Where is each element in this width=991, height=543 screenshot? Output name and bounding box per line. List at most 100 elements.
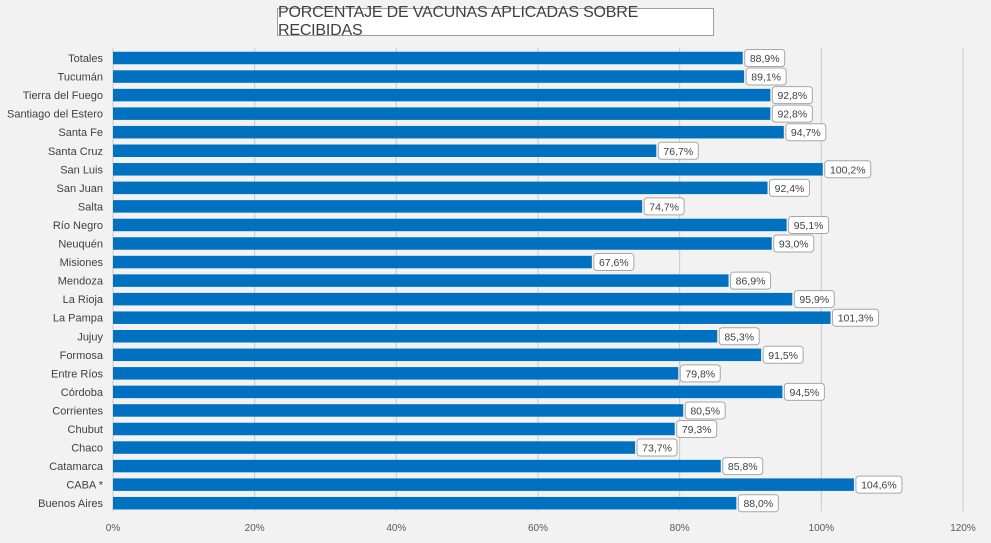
bars (113, 51, 854, 510)
bar (113, 70, 745, 83)
data-label-box (788, 215, 830, 234)
category-label: San Luis (60, 164, 103, 176)
x-tick-label: 80% (670, 523, 690, 534)
category-label: San Juan (57, 183, 103, 195)
data-label: 73,7% (642, 443, 672, 455)
category-label: Santa Cruz (48, 146, 103, 158)
data-label-box (832, 308, 880, 327)
data-label-box (773, 234, 815, 253)
data-label-box (745, 67, 787, 86)
data-label-box (793, 290, 835, 309)
bar (113, 330, 718, 343)
x-axis-tick-labels: 0% 20% 40% 60% 80% 100% 120% (106, 523, 976, 534)
bar (113, 218, 787, 232)
data-label: 85,3% (724, 331, 754, 343)
data-label-box (855, 475, 903, 494)
data-label: 67,6% (599, 257, 629, 269)
data-label-box (643, 197, 685, 216)
bar (113, 163, 823, 176)
bar (113, 422, 675, 436)
category-label: Córdoba (61, 387, 104, 399)
bar (113, 496, 737, 510)
category-label: CABA * (66, 480, 103, 492)
data-label: 88,9% (750, 53, 780, 65)
category-label: Totales (68, 53, 103, 65)
x-tick-label: 20% (245, 523, 265, 534)
x-tick-label: 120% (950, 523, 976, 534)
data-label: 76,7% (663, 146, 693, 158)
bar (113, 107, 771, 120)
data-label-box (785, 123, 827, 142)
data-label-box (684, 401, 726, 420)
category-label: Tierra del Fuego (23, 90, 103, 102)
x-tick-label: 100% (809, 523, 835, 534)
data-label: 100,2% (830, 164, 866, 176)
data-label-box (722, 457, 764, 476)
bar (113, 385, 783, 399)
bar (113, 200, 643, 213)
category-label: Corrientes (52, 405, 103, 417)
data-label: 92,8% (777, 90, 807, 102)
x-tick-label: 0% (106, 523, 121, 534)
category-label: Salta (78, 201, 104, 213)
category-label: Tucumán (58, 72, 103, 84)
category-label: Catamarca (49, 461, 104, 473)
bar (113, 404, 684, 417)
data-label: 101,3% (838, 313, 874, 325)
data-label: 89,1% (751, 72, 781, 84)
category-label: Formosa (60, 350, 104, 362)
bar (113, 181, 768, 195)
x-tick-label: 60% (528, 523, 548, 534)
bar (113, 311, 831, 324)
data-label-box (762, 345, 804, 364)
data-label-box (737, 494, 779, 513)
data-label: 85,8% (728, 461, 758, 473)
category-label: Río Negro (53, 220, 103, 232)
data-label: 95,9% (799, 294, 829, 306)
category-label: Santiago del Estero (7, 109, 103, 121)
data-label-box (783, 382, 825, 401)
category-label: Santa Fe (58, 127, 103, 139)
data-label: 79,3% (682, 424, 712, 436)
data-label-box (769, 178, 810, 197)
bar (113, 459, 721, 473)
data-label-box (744, 49, 786, 67)
data-label-box (676, 420, 718, 438)
category-label: Entre Ríos (51, 368, 103, 380)
category-label: La Pampa (53, 313, 104, 325)
bar (113, 237, 772, 250)
bar (113, 274, 729, 287)
data-label-box (771, 104, 813, 123)
data-label-box (771, 86, 813, 105)
data-label: 80,5% (690, 405, 720, 417)
data-label-box (593, 253, 635, 272)
category-label: Mendoza (58, 276, 104, 288)
data-label: 93,0% (779, 239, 809, 251)
value-labels: 88,9% 89,1% 92,8% 92,8% 94,7% 76,7% 100,2% 92,4… (593, 49, 903, 513)
bar (113, 292, 793, 306)
data-label: 104,6% (861, 480, 897, 492)
data-label-box (718, 327, 760, 346)
bar (113, 348, 762, 362)
category-label: Buenos Aires (38, 498, 103, 510)
data-label: 94,5% (789, 387, 819, 399)
x-tick-label: 40% (386, 523, 406, 534)
data-label: 88,0% (743, 498, 773, 510)
category-label: Jujuy (77, 331, 103, 343)
data-label-box (824, 160, 872, 179)
data-label: 95,1% (794, 220, 824, 232)
data-label: 92,4% (775, 183, 805, 195)
bar (113, 125, 784, 139)
data-label: 91,5% (768, 350, 798, 362)
data-label-box (679, 364, 721, 383)
chart-title: PORCENTAJE DE VACUNAS APLICADAS SOBRE RE… (277, 4, 714, 39)
bar (113, 255, 592, 269)
bar (113, 51, 743, 65)
data-label: 74,7% (649, 201, 679, 213)
category-label: Neuquén (58, 239, 103, 251)
category-labels: Totales Tucumán Tierra del Fuego Santiago d… (7, 53, 104, 510)
data-label: 79,8% (685, 368, 715, 380)
data-label-box (657, 141, 699, 160)
